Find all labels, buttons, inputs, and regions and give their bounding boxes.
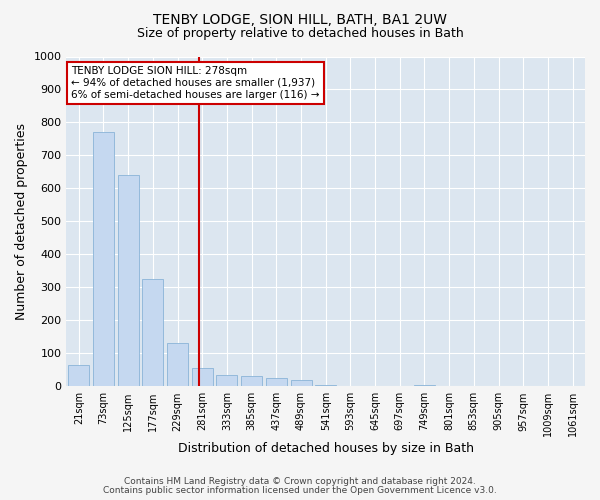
- Text: TENBY LODGE SION HILL: 278sqm
← 94% of detached houses are smaller (1,937)
6% of: TENBY LODGE SION HILL: 278sqm ← 94% of d…: [71, 66, 320, 100]
- Y-axis label: Number of detached properties: Number of detached properties: [15, 123, 28, 320]
- Text: Size of property relative to detached houses in Bath: Size of property relative to detached ho…: [137, 28, 463, 40]
- Bar: [414, 384, 435, 386]
- Bar: [167, 344, 188, 386]
- Bar: [217, 375, 238, 386]
- Text: Contains public sector information licensed under the Open Government Licence v3: Contains public sector information licen…: [103, 486, 497, 495]
- Bar: [290, 380, 311, 386]
- Bar: [68, 365, 89, 386]
- Bar: [142, 279, 163, 386]
- Bar: [241, 376, 262, 386]
- Bar: [118, 175, 139, 386]
- Bar: [93, 132, 114, 386]
- Bar: [192, 368, 213, 386]
- Text: Contains HM Land Registry data © Crown copyright and database right 2024.: Contains HM Land Registry data © Crown c…: [124, 477, 476, 486]
- Bar: [315, 384, 336, 386]
- X-axis label: Distribution of detached houses by size in Bath: Distribution of detached houses by size …: [178, 442, 474, 455]
- Bar: [266, 378, 287, 386]
- Text: TENBY LODGE, SION HILL, BATH, BA1 2UW: TENBY LODGE, SION HILL, BATH, BA1 2UW: [153, 12, 447, 26]
